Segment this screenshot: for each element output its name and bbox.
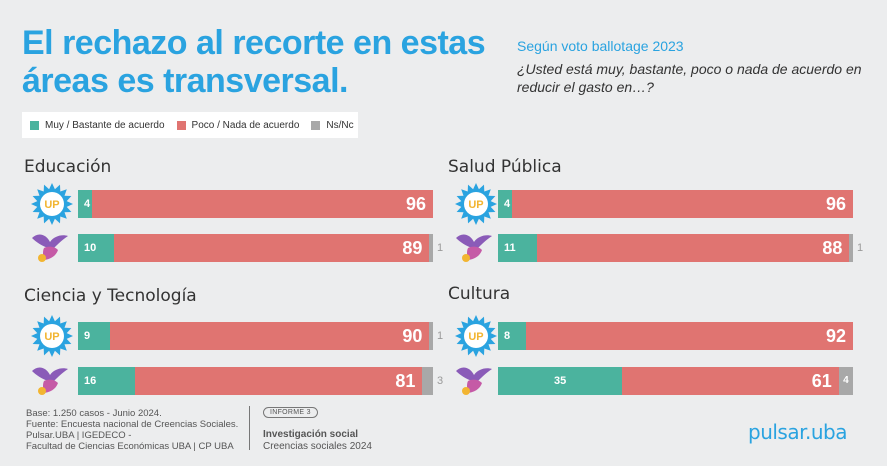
stacked-bar: 16 81 bbox=[78, 367, 433, 395]
up-badge-text: UP bbox=[44, 331, 59, 343]
data-label-disagree: 92 bbox=[825, 326, 846, 346]
data-label-agree: 10 bbox=[84, 242, 97, 254]
legend-label-disagree: Poco / Nada de acuerdo bbox=[191, 119, 300, 131]
footer-divider bbox=[249, 406, 250, 450]
up-sun-icon: UP bbox=[31, 315, 73, 357]
footer-source: Base: 1.250 casos - Junio 2024. Fuente: … bbox=[26, 408, 238, 452]
bar-segment-ns bbox=[429, 322, 433, 350]
stacked-bar: 11 88 bbox=[498, 234, 853, 262]
legend-item-disagree: Poco / Nada de acuerdo bbox=[176, 119, 300, 131]
legend-item-ns: Ns/Nc bbox=[311, 119, 354, 131]
legend-label-agree: Muy / Bastante de acuerdo bbox=[45, 119, 165, 131]
investigation-title: Investigación social bbox=[263, 429, 359, 440]
chart-title: Ciencia y Tecnología bbox=[24, 286, 197, 306]
bar-segment-ns bbox=[422, 367, 433, 395]
data-label-agree: 9 bbox=[84, 330, 91, 342]
footer-line-faculty: Facultad de Ciencias Económicas UBA | CP… bbox=[26, 441, 234, 452]
data-label-ns: 1 bbox=[857, 242, 864, 254]
lla-lion-bird-icon bbox=[32, 234, 68, 262]
legend-swatch-agree bbox=[30, 120, 39, 130]
stacked-bar: 10 89 bbox=[78, 234, 433, 262]
bar-segment-agree: 35 bbox=[498, 367, 623, 395]
subtitle-question: ¿Usted está muy, bastante, poco o nada d… bbox=[517, 61, 862, 95]
data-label-disagree: 90 bbox=[402, 326, 423, 346]
stacked-bar: 4 96 bbox=[78, 190, 433, 218]
bar-segment-agree: 4 bbox=[78, 190, 93, 218]
legend-swatch-ns bbox=[311, 120, 321, 130]
bar-segment-agree: 16 bbox=[78, 367, 135, 395]
bar-segment-disagree: 81 bbox=[134, 367, 423, 395]
bar-segment-ns: 4 bbox=[838, 367, 853, 395]
bar-segment-disagree: 96 bbox=[92, 190, 433, 218]
data-label-ns: 1 bbox=[437, 330, 444, 342]
lla-lion-bird-icon bbox=[32, 367, 68, 395]
brand-logo: pulsar.uba bbox=[748, 420, 847, 444]
up-sun-icon: UP bbox=[455, 183, 497, 225]
footer-line-source: Fuente: Encuesta nacional de Creencias S… bbox=[26, 419, 239, 430]
up-sun-icon: UP bbox=[31, 183, 73, 225]
bar-segment-disagree: 88 bbox=[537, 234, 850, 262]
data-label-disagree: 89 bbox=[402, 238, 423, 258]
data-label-agree: 4 bbox=[504, 198, 511, 210]
stacked-bar: 8 92 bbox=[498, 322, 853, 350]
data-label-ns: 4 bbox=[843, 375, 849, 386]
stacked-bar: 35 61 4 bbox=[498, 367, 853, 395]
stacked-bar: 4 96 bbox=[498, 190, 853, 218]
data-label-ns: 1 bbox=[437, 242, 444, 254]
bar-segment-ns bbox=[429, 234, 433, 262]
bar-segment-disagree: 92 bbox=[526, 322, 853, 350]
bar-segment-disagree: 61 bbox=[622, 367, 839, 395]
data-label-agree: 8 bbox=[504, 330, 511, 342]
legend-item-agree: Muy / Bastante de acuerdo bbox=[30, 120, 165, 131]
legend: Muy / Bastante de acuerdo Poco / Nada de… bbox=[22, 112, 358, 138]
up-sun-icon: UP bbox=[455, 315, 497, 357]
data-label-ns: 3 bbox=[437, 375, 444, 387]
chart-title: Educación bbox=[24, 157, 112, 177]
bar-segment-ns bbox=[849, 234, 853, 262]
legend-label-ns: Ns/Nc bbox=[326, 119, 354, 131]
data-label-agree: 11 bbox=[504, 242, 516, 254]
up-badge-text: UP bbox=[468, 331, 483, 343]
data-label-disagree: 96 bbox=[405, 194, 426, 214]
data-label-disagree: 96 bbox=[825, 194, 846, 214]
bar-segment-disagree: 89 bbox=[113, 234, 430, 262]
bar-segment-disagree: 90 bbox=[109, 322, 430, 350]
bar-segment-disagree: 96 bbox=[512, 190, 853, 218]
subtitle-heading: Según voto ballotage 2023 bbox=[517, 38, 684, 54]
footer-line-org: Pulsar.UBA | IGEDECO - bbox=[26, 430, 132, 441]
data-label-disagree: 88 bbox=[822, 238, 843, 258]
up-badge-text: UP bbox=[468, 199, 483, 211]
investigation-subtitle: Creencias sociales 2024 bbox=[263, 441, 372, 452]
data-label-disagree: 61 bbox=[811, 371, 832, 391]
lla-lion-bird-icon bbox=[456, 234, 492, 262]
data-label-agree: 16 bbox=[84, 375, 97, 387]
page-title: El rechazo al recorte en estas áreas es … bbox=[22, 24, 486, 100]
lla-lion-bird-icon bbox=[456, 367, 492, 395]
bar-segment-agree: 11 bbox=[498, 234, 538, 262]
bar-segment-agree: 4 bbox=[498, 190, 513, 218]
data-label-agree: 4 bbox=[84, 198, 91, 210]
bar-segment-agree: 9 bbox=[78, 322, 110, 350]
legend-swatch-disagree bbox=[176, 120, 186, 130]
footer-line-base: Base: 1.250 casos - Junio 2024. bbox=[26, 408, 162, 419]
chart-title: Salud Pública bbox=[448, 157, 562, 177]
bar-segment-agree: 10 bbox=[78, 234, 114, 262]
stacked-bar: 9 90 bbox=[78, 322, 433, 350]
chart-title: Cultura bbox=[448, 284, 511, 304]
data-label-disagree: 81 bbox=[395, 371, 416, 391]
data-label-agree: 35 bbox=[554, 375, 567, 387]
bar-segment-agree: 8 bbox=[498, 322, 527, 350]
up-badge-text: UP bbox=[44, 199, 59, 211]
informe-badge: INFORME 3 bbox=[263, 407, 318, 418]
